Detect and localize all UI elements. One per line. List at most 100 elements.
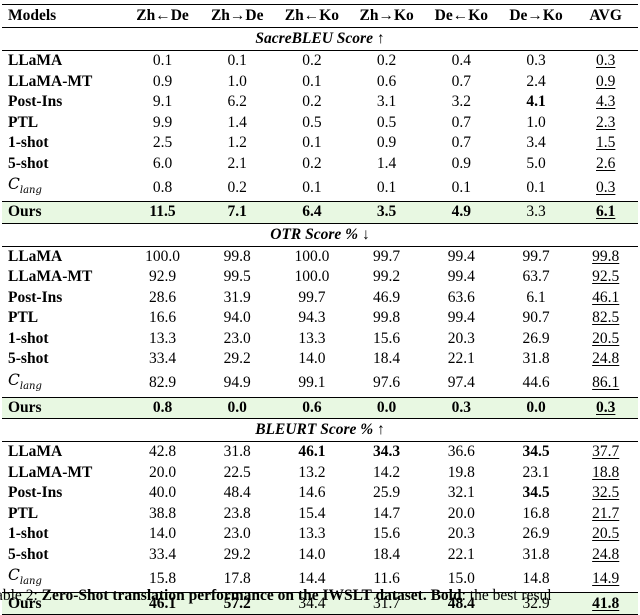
score-cell: 6.0 (152, 154, 173, 172)
score-cell: 20.0 (148, 463, 177, 481)
score-cell: 4.9 (423, 201, 499, 224)
score-cell: 100.0 (294, 247, 330, 265)
score-cell: 0.4 (451, 52, 471, 70)
score-cell: 0.0 (349, 396, 424, 420)
score-cell: 6.1 (526, 288, 546, 306)
table-row: 5-shot 33.4 29.2 14.0 18.4 22.1 31.8 24.8 (2, 545, 638, 566)
score-cell: 0.8 (125, 396, 200, 420)
model-name: 5-shot (8, 545, 49, 563)
table-row: Post-Ins 28.6 31.9 99.7 46.9 63.6 6.1 46.1 (2, 288, 638, 309)
score-cell: 0.9 (376, 134, 397, 152)
table-row: LLaMA 100.0 99.8 100.0 99.7 99.4 99.7 99.8 (2, 246, 638, 267)
score-cell: 0.7 (451, 113, 471, 131)
column-header: De←Ko (423, 4, 499, 28)
model-name: Clang (2, 565, 125, 593)
score-cell: 0.1 (302, 134, 322, 152)
score-cell: 0.1 (376, 178, 397, 196)
score-cell: 5.0 (526, 154, 546, 172)
table-row: LLaMA 42.8 31.8 46.1 34.3 36.6 34.5 37.7 (2, 442, 638, 463)
score-cell: 14.7 (373, 504, 401, 522)
avg-cell: 46.1 (573, 288, 638, 309)
model-symbol: C (8, 566, 20, 585)
score-cell: 16.6 (148, 309, 177, 327)
model-name: Post-Ins (8, 288, 63, 306)
model-name: LLaMA-MT (8, 72, 93, 90)
table-row: 5-shot 33.4 29.2 14.0 18.4 22.1 31.8 24.8 (2, 349, 638, 370)
score-cell: 22.1 (447, 350, 475, 368)
score-cell: 3.2 (451, 93, 471, 111)
column-header: Zh←De (125, 4, 200, 28)
table-row: 5-shot 6.0 2.1 0.2 1.4 0.9 5.0 2.6 (2, 154, 638, 175)
score-cell: 11.6 (373, 569, 400, 587)
score-cell: 17.8 (223, 569, 251, 587)
score-cell: 2.4 (526, 72, 546, 90)
score-cell: 18.4 (373, 545, 401, 563)
results-table: Models Zh←De Zh→De Zh←Ko Zh→Ko De←Ko De→… (2, 4, 638, 615)
score-cell: 99.4 (447, 268, 475, 286)
avg-cell: 2.3 (573, 113, 638, 134)
score-cell: 11.5 (125, 201, 200, 224)
avg-cell: 18.8 (573, 463, 638, 484)
table-row: Clang 82.9 94.9 99.1 97.6 97.4 44.6 86.1 (2, 370, 638, 398)
score-cell: 94.0 (223, 309, 251, 327)
section-header-row: SacreBLEU Score ↑ (2, 27, 638, 51)
avg-value: 99.8 (592, 247, 620, 265)
avg-cell: 0.3 (573, 51, 638, 72)
avg-cell: 0.9 (573, 72, 638, 93)
score-cell: 0.1 (302, 72, 322, 90)
score-cell: 46.1 (298, 443, 326, 461)
score-cell: 36.6 (447, 443, 475, 461)
score-cell: 33.4 (148, 350, 177, 368)
score-cell: 3.1 (376, 93, 397, 111)
avg-value: 0.3 (596, 52, 616, 70)
column-header: Models (2, 4, 126, 28)
table-row: Post-Ins 40.0 48.4 14.6 25.9 32.1 34.5 32.5 (2, 483, 638, 504)
table-row: PTL 9.9 1.4 0.5 0.5 0.7 1.0 2.3 (2, 113, 638, 134)
caption-bold-text: Zero-Shot translation performance on the… (41, 587, 462, 604)
table-body: SacreBLEU Score ↑ LLaMA 0.1 0.1 0.2 0.2 0.4 0.3… (2, 27, 638, 615)
score-cell: 23.1 (522, 463, 550, 481)
avg-value: 86.1 (592, 374, 620, 392)
score-cell: 26.9 (522, 525, 550, 543)
score-cell: 23.8 (223, 504, 251, 522)
avg-value: 20.5 (592, 329, 620, 347)
caption-prefix: able 2: (0, 587, 42, 604)
table-caption: able 2: Zero-Shot translation performanc… (0, 587, 640, 605)
avg-value: 0.9 (596, 72, 616, 90)
avg-value: 82.5 (592, 309, 620, 327)
model-subscript: lang (19, 576, 42, 588)
section-header-row: OTR Score % ↓ (2, 222, 638, 247)
table-row: LLaMA 0.1 0.1 0.2 0.2 0.4 0.3 0.3 (2, 51, 638, 72)
score-cell: 0.3 (526, 52, 546, 70)
avg-cell: 20.5 (573, 524, 638, 545)
caption-suffix: : the best resul (461, 587, 552, 604)
model-name: LLaMA-MT (8, 268, 93, 286)
model-symbol: C (8, 175, 20, 193)
model-name: Ours (2, 396, 126, 420)
avg-value: 21.7 (592, 504, 620, 522)
table-row: LLaMA-MT 0.9 1.0 0.1 0.6 0.7 2.4 0.9 (2, 72, 638, 93)
score-cell: 1.4 (376, 154, 397, 172)
score-cell: 29.2 (223, 545, 251, 563)
score-cell: 0.9 (152, 72, 173, 90)
score-cell: 3.3 (498, 201, 574, 224)
score-cell: 100.0 (294, 268, 330, 286)
score-cell: 0.9 (451, 154, 471, 172)
score-cell: 20.3 (447, 329, 475, 347)
score-cell: 0.2 (302, 154, 322, 172)
section-title: SacreBLEU Score ↑ (2, 27, 638, 51)
avg-cell: 21.7 (573, 504, 638, 525)
score-cell: 20.0 (447, 504, 475, 522)
score-cell: 46.9 (373, 288, 401, 306)
avg-cell: 1.5 (573, 133, 638, 154)
score-cell: 99.7 (522, 247, 550, 265)
score-cell: 0.6 (274, 396, 350, 420)
score-cell: 13.3 (298, 525, 326, 543)
score-cell: 7.1 (199, 201, 275, 224)
avg-value: 0.3 (596, 178, 616, 196)
avg-cell: 82.5 (573, 308, 638, 329)
score-cell: 15.0 (447, 569, 475, 587)
avg-cell: 14.9 (573, 565, 638, 593)
avg-value: 20.5 (592, 525, 620, 543)
model-name: PTL (8, 113, 39, 131)
